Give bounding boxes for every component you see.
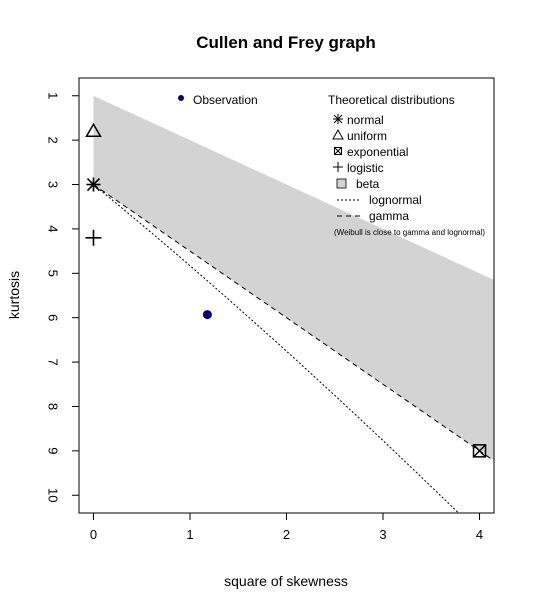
x-tick-label: 4 — [476, 527, 483, 542]
legend-observation-label: Observation — [193, 93, 258, 107]
legend-exponential-label: exponential — [347, 145, 408, 159]
legend-normal-marker — [333, 114, 343, 124]
legend-exponential-marker — [334, 147, 342, 155]
observation-point — [202, 310, 212, 320]
y-tick-label: 6 — [46, 314, 61, 321]
legend-logistic-label: logistic — [347, 161, 384, 175]
legend-logistic-marker — [333, 162, 343, 172]
exponential-point — [472, 444, 487, 458]
x-tick-label: 0 — [90, 527, 97, 542]
x-tick-label: 3 — [379, 527, 386, 542]
legend-beta-marker — [336, 178, 347, 189]
data-points — [85, 122, 487, 458]
x-axis-label: square of skewness — [224, 573, 348, 589]
y-axis-label: kurtosis — [6, 271, 22, 319]
y-tick-label: 3 — [46, 181, 61, 188]
legend-uniform-label: uniform — [347, 129, 387, 143]
legend-note-clip: (Weibull is close to gamma and lognormal… — [334, 228, 485, 237]
legend: Observation Theoretical distributions no… — [178, 93, 485, 237]
logistic-point — [85, 229, 102, 246]
uniform-point — [85, 122, 102, 138]
legend-theoretical-title: Theoretical distributions — [328, 93, 455, 107]
legend-lognormal-label: lognormal — [369, 193, 422, 207]
gamma-line — [93, 184, 494, 462]
legend-observation-marker — [178, 95, 184, 101]
x-axis: 0 1 2 3 4 — [90, 513, 483, 542]
y-tick-label: 9 — [46, 447, 61, 454]
plot-area — [93, 95, 494, 513]
legend-normal-label: normal — [347, 113, 384, 127]
plot-frame — [78, 77, 495, 514]
x-tick-label: 2 — [283, 527, 290, 542]
legend-gamma-label: gamma — [369, 209, 409, 223]
y-tick-label: 10 — [46, 488, 61, 502]
legend-beta-label: beta — [356, 177, 380, 191]
y-tick-label: 2 — [46, 137, 61, 144]
y-tick-label: 5 — [46, 270, 61, 277]
y-tick-label: 7 — [46, 358, 61, 365]
y-tick-label: 8 — [46, 403, 61, 410]
y-tick-label: 4 — [46, 225, 61, 232]
chart-title: Cullen and Frey graph — [196, 33, 375, 52]
x-tick-label: 1 — [186, 527, 193, 542]
legend-note: (Weibull is close to gamma and lognormal… — [334, 228, 485, 237]
y-axis: 1 2 3 4 5 6 7 8 9 10 — [46, 92, 79, 502]
normal-point — [86, 177, 101, 192]
beta-region — [93, 95, 494, 461]
legend-uniform-marker — [332, 128, 344, 140]
y-tick-label: 1 — [46, 92, 61, 99]
